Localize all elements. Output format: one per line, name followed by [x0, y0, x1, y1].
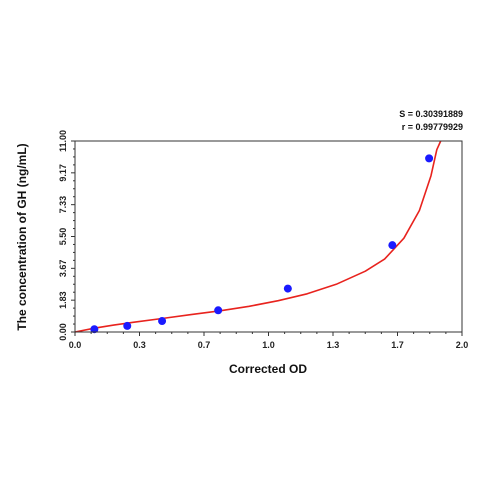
data-points-layer	[90, 154, 434, 334]
y-tick-label: 3.67	[58, 260, 68, 278]
y-tick-label: 7.33	[58, 196, 68, 214]
x-tick-label: 0.3	[133, 340, 146, 350]
y-tick-label: 9.17	[58, 164, 68, 182]
x-tick-label: 1.0	[262, 340, 275, 350]
axes-layer	[71, 140, 463, 336]
data-point	[214, 306, 223, 315]
x-axis-title: Corrected OD	[229, 362, 307, 376]
x-tick-label: 0.7	[198, 340, 211, 350]
y-tick-label: 11.00	[58, 130, 68, 152]
fit-curve-line	[74, 140, 442, 333]
x-tick-label: 2.0	[456, 340, 469, 350]
data-point	[388, 241, 397, 250]
stat-r-label: r = 0.99779929	[402, 122, 463, 132]
y-axis-title: The concentration of GH (ng/mL)	[15, 143, 29, 330]
x-tick-label: 1.7	[391, 340, 404, 350]
y-tick-label: 5.50	[58, 228, 68, 246]
fit-curve-layer	[74, 140, 442, 333]
data-point	[283, 284, 292, 293]
y-tick-label: 0.00	[58, 323, 68, 341]
labels-layer: 0.0 0.3 0.7 1.0 1.3 1.7 2.0 0.00 1.83 3.67 5.50 7.3…	[58, 130, 468, 350]
data-point	[158, 317, 167, 326]
stat-s-label: S = 0.30391889	[399, 109, 463, 119]
data-point	[425, 154, 434, 163]
data-point	[123, 321, 132, 330]
data-point	[90, 325, 99, 334]
y-tick-label: 1.83	[58, 291, 68, 309]
x-tick-label: 1.3	[327, 340, 340, 350]
x-tick-label: 0.0	[69, 340, 82, 350]
